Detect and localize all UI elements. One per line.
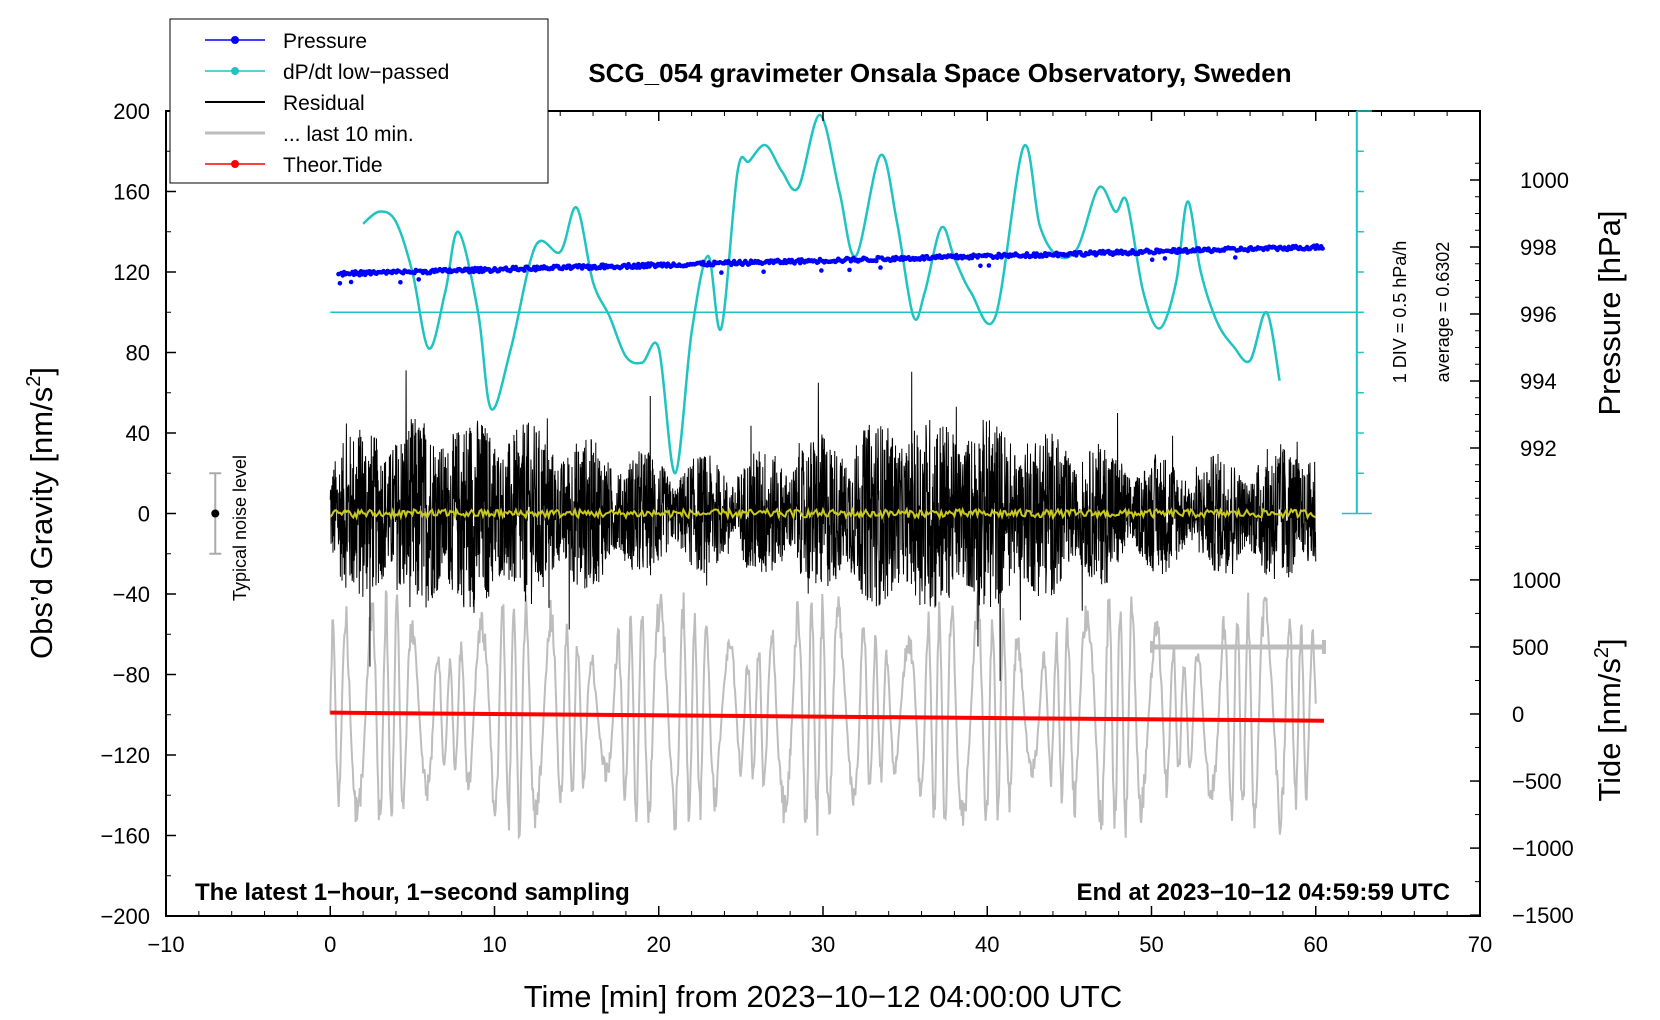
legend-label-dpdt: dP/dt low−passed bbox=[283, 61, 449, 84]
pressure-point bbox=[478, 265, 484, 271]
y-tick-label: −120 bbox=[100, 743, 150, 768]
pressure-point bbox=[337, 281, 343, 286]
pressure-series bbox=[336, 243, 1325, 286]
pressure-axis-label: Pressure [hPa] bbox=[1592, 210, 1627, 415]
y-tick-label: 200 bbox=[113, 99, 150, 124]
legend: Pressure dP/dt low−passed Residual ... l… bbox=[169, 18, 549, 184]
last-10-min-series bbox=[329, 590, 1317, 840]
y-tick-label: 0 bbox=[138, 502, 150, 527]
x-tick-label: 40 bbox=[975, 932, 999, 957]
pressure-point bbox=[348, 279, 354, 285]
pressure-point bbox=[1233, 255, 1238, 260]
x-tick-label: 0 bbox=[324, 932, 336, 957]
typical-noise-bar bbox=[209, 472, 222, 555]
y-tick-label: 40 bbox=[126, 421, 150, 446]
end-time-annotation: End at 2023−10−12 04:59:59 UTC bbox=[1076, 879, 1450, 906]
pressure-tick-label: 996 bbox=[1520, 302, 1557, 327]
legend-dot-tide bbox=[231, 160, 239, 168]
x-tick-label: 50 bbox=[1139, 932, 1163, 957]
tide-axis-label: Tide [nm/s2] bbox=[1591, 638, 1627, 801]
x-axis-label: Time [min] from 2023−10−12 04:00:00 UTC bbox=[524, 979, 1123, 1014]
legend-entry-pressure: Pressure bbox=[205, 30, 367, 53]
pressure-tick-label: 992 bbox=[1520, 436, 1557, 461]
pressure-point bbox=[1162, 256, 1168, 261]
pressure-point bbox=[845, 256, 851, 261]
y-tick-label: −80 bbox=[113, 663, 150, 688]
pressure-tick-label: 1000 bbox=[1520, 168, 1569, 193]
y-tick-label: 160 bbox=[113, 180, 150, 205]
x-tick-label: 60 bbox=[1304, 932, 1328, 957]
gravity-data-layer bbox=[329, 113, 1357, 840]
residual-series bbox=[329, 370, 1317, 681]
legend-entry-last10: ... last 10 min. bbox=[205, 123, 414, 146]
legend-label-last10: ... last 10 min. bbox=[283, 123, 414, 146]
x-tick-label: 20 bbox=[647, 932, 671, 957]
pressure-point bbox=[719, 270, 724, 275]
y-tick-label: −200 bbox=[100, 904, 150, 929]
pressure-point bbox=[874, 258, 879, 264]
chart-title: SCG_054 gravimeter Onsala Space Observat… bbox=[588, 58, 1291, 88]
x-tick-label: −10 bbox=[147, 932, 184, 957]
sampling-annotation: The latest 1−hour, 1−second sampling bbox=[195, 879, 630, 906]
average-label: average = 0.6302 bbox=[1433, 242, 1453, 383]
dpdt-series bbox=[362, 113, 1281, 475]
pressure-point bbox=[761, 269, 766, 275]
y-tick-label: 120 bbox=[113, 260, 150, 285]
tide-tick-label: 1000 bbox=[1512, 568, 1561, 593]
legend-label-pressure: Pressure bbox=[283, 30, 367, 53]
legend-entry-tide: Theor.Tide bbox=[205, 154, 383, 177]
y-tick-label: −160 bbox=[100, 824, 150, 849]
div-label: 1 DIV = 0.5 hPa/h bbox=[1390, 241, 1410, 384]
pressure-point bbox=[986, 263, 992, 268]
last-10-min-bracket bbox=[1150, 639, 1326, 654]
x-tick-label: 10 bbox=[482, 932, 506, 957]
noise-label: Typical noise level bbox=[230, 455, 250, 601]
tide-tick-label: −1000 bbox=[1512, 836, 1574, 861]
tide-tick-label: 0 bbox=[1512, 702, 1524, 727]
legend-label-tide: Theor.Tide bbox=[283, 154, 383, 177]
y-axis-label: Obs’d Gravity [nm/s2] bbox=[23, 367, 59, 659]
pressure-point bbox=[819, 268, 824, 273]
noise-bar-center bbox=[211, 509, 220, 518]
axes-layer: −10 0 10 20 30 40 50 60 70 −200 −160 −120 −80 −40 0 40 8… bbox=[100, 99, 1573, 957]
x-tick-label: 70 bbox=[1468, 932, 1492, 957]
theor-tide-series bbox=[330, 710, 1324, 723]
x-tick-label: 30 bbox=[811, 932, 835, 957]
legend-dot-dpdt bbox=[231, 67, 239, 75]
legend-dot-pressure bbox=[231, 36, 239, 44]
pressure-point bbox=[1149, 257, 1155, 263]
tide-tick-label: −500 bbox=[1512, 769, 1562, 794]
legend-label-residual: Residual bbox=[283, 92, 365, 115]
pressure-tick-label: 994 bbox=[1520, 369, 1557, 394]
pressure-point bbox=[416, 277, 422, 282]
y-tick-label: 80 bbox=[126, 341, 150, 366]
pressure-point bbox=[522, 268, 527, 273]
y-tick-label: −40 bbox=[113, 582, 150, 607]
tide-tick-label: −1500 bbox=[1512, 903, 1574, 928]
pressure-point bbox=[1320, 246, 1325, 251]
pressure-point bbox=[978, 263, 983, 269]
legend-entry-residual: Residual bbox=[205, 92, 365, 115]
dpdt-division-scale bbox=[1341, 110, 1372, 515]
tide-tick-label: 500 bbox=[1512, 635, 1549, 660]
pressure-point bbox=[878, 265, 883, 270]
pressure-point bbox=[847, 267, 852, 273]
pressure-point bbox=[398, 280, 403, 285]
legend-entry-dpdt: dP/dt low−passed bbox=[205, 61, 449, 84]
residual-mean-series bbox=[329, 506, 1317, 521]
pressure-tick-label: 998 bbox=[1520, 235, 1557, 260]
